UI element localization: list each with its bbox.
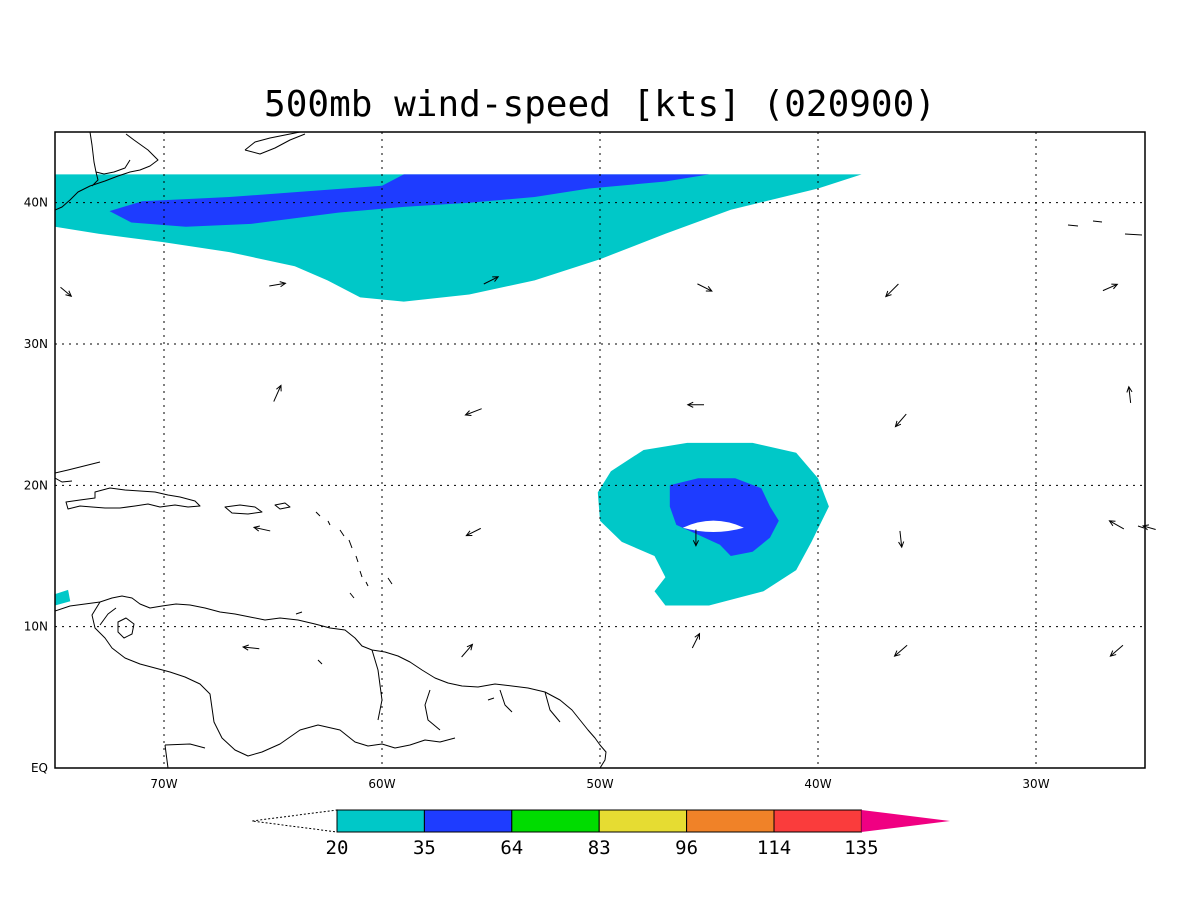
lat-label-EQ: EQ (31, 761, 48, 775)
colorbar-over-triangle (861, 810, 950, 832)
wind-vector (252, 525, 271, 532)
map-title: 500mb wind-speed [kts] (020900) (264, 84, 936, 125)
map-frame (54, 131, 1146, 769)
lat-label-30N: 30N (24, 337, 48, 351)
longitude-labels: 70W 60W 50W 40W 30W (150, 777, 1049, 791)
colorbar-bin-96 (686, 809, 775, 833)
wind-vectors (60, 276, 1156, 658)
small-islands (99, 220, 1145, 701)
colorbar-label-35: 35 (413, 837, 436, 859)
contour-fill-35-64-3 (669, 478, 779, 556)
contour-fill-20-35-edge (55, 589, 71, 606)
wind-vector (1102, 283, 1119, 292)
wind-vector (893, 644, 908, 657)
wind-vector (691, 632, 701, 649)
lake-maracaibo (117, 617, 135, 639)
coastlines (55, 132, 1145, 768)
wind-vector (483, 276, 500, 285)
island-cuba (55, 461, 101, 483)
lat-label-20N: 20N (24, 478, 48, 492)
lat-label-10N: 10N (24, 620, 48, 634)
colorbar-label-64: 64 (500, 837, 523, 859)
colorbar-bin-35 (423, 809, 513, 833)
islands-lesser-antilles (315, 511, 393, 599)
map-plot-area: 70W 60W 50W 40W 30W EQ 10N 20N 30N 40N (24, 131, 1156, 791)
wind-speed-shading (55, 174, 862, 606)
wind-vector (686, 401, 705, 408)
wind-vector (1126, 385, 1133, 404)
wind-vector (898, 530, 905, 549)
wind-vector (465, 527, 481, 537)
colorbar-label-96: 96 (675, 837, 698, 859)
colorbar-label-83: 83 (588, 837, 611, 859)
coastline-north-america (55, 132, 159, 211)
borders-south-america (91, 601, 561, 768)
island-puerto-rico (274, 502, 291, 510)
wind-vector (697, 283, 713, 292)
wind-vector (1108, 520, 1125, 530)
wind-vector (241, 644, 260, 651)
wind-vector (269, 281, 287, 288)
colorbar-under-triangle (251, 809, 338, 833)
colorbar-bin-20 (336, 809, 425, 833)
colorbar-label-114: 114 (757, 837, 791, 859)
wind-vector (885, 283, 899, 298)
coastline-nova-scotia (244, 132, 306, 155)
lon-label-50W: 50W (586, 777, 613, 791)
lon-label-70W: 70W (150, 777, 177, 791)
colorbar-bin-83 (598, 809, 688, 833)
colorbar-bin-114 (773, 809, 862, 833)
wind-vector (464, 408, 482, 416)
wind-vector (692, 529, 699, 547)
colorbar-bin-64 (511, 809, 600, 833)
graticule (55, 132, 1145, 768)
island-jamaica (224, 504, 263, 515)
below-threshold-gap (682, 520, 744, 532)
colorbar-label-20: 20 (326, 837, 349, 859)
lon-label-30W: 30W (1022, 777, 1049, 791)
wind-vector (273, 384, 282, 402)
colorbar-label-135: 135 (844, 837, 878, 859)
contour-fill-35-64-1 (109, 174, 709, 227)
coastline-south-america (55, 595, 607, 768)
island-hispaniola (65, 487, 201, 510)
contour-fill-35-64-small (719, 533, 749, 545)
wind-vector (1109, 644, 1124, 657)
colorbar: 20 35 64 83 96 114 135 (251, 809, 950, 859)
wind-vector (894, 413, 907, 428)
lat-label-40N: 40N (24, 196, 48, 210)
lon-label-60W: 60W (368, 777, 395, 791)
latitude-labels: EQ 10N 20N 30N 40N (24, 196, 48, 775)
wind-vector (60, 286, 73, 297)
lon-label-40W: 40W (804, 777, 831, 791)
wind-vector (461, 643, 474, 658)
